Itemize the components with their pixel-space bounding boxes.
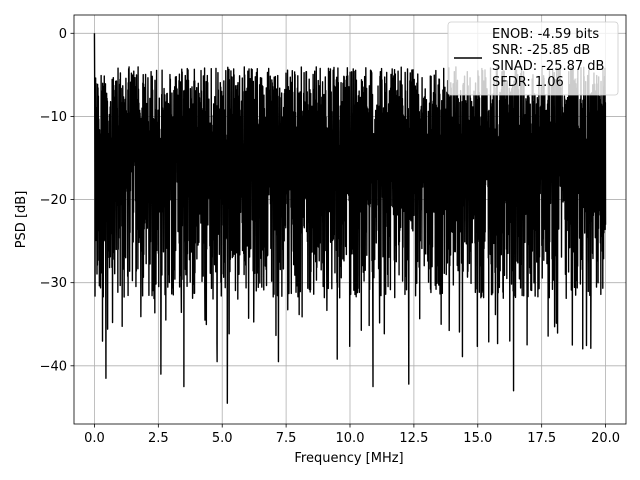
x-tick-label: 17.5 [527, 431, 556, 446]
x-tick-label: 20.0 [591, 431, 620, 446]
plot-area [93, 33, 607, 404]
legend-box [447, 21, 619, 96]
x-tick-label: 2.5 [148, 431, 169, 446]
x-axis-label: Frequency [MHz] [294, 451, 403, 466]
y-tick-label: −30 [40, 276, 67, 291]
legend-entry-sfdr: SFDR: 1.06 [492, 75, 564, 90]
legend-entry-sinad: SINAD: -25.87 dB [492, 59, 604, 74]
y-axis-label: PSD [dB] [14, 191, 29, 249]
x-tick-label: 7.5 [276, 431, 297, 446]
x-tick-label: 10.0 [336, 431, 365, 446]
series-layer [93, 33, 607, 404]
legend-entry-snr: SNR: -25.85 dB [492, 43, 590, 58]
x-tick-label: 12.5 [399, 431, 428, 446]
legend: ENOB: -4.59 bits SNR: -25.85 dB SINAD: -… [447, 21, 619, 96]
x-tick-label: 0.0 [84, 431, 105, 446]
y-tick-label: −20 [40, 193, 67, 208]
y-axis-ticks: 0 −10 −20 −30 −40 [40, 27, 74, 374]
x-tick-label: 5.0 [212, 431, 233, 446]
psd-series-line [93, 33, 607, 404]
y-tick-label: −10 [40, 110, 67, 125]
legend-entry-enob: ENOB: -4.59 bits [492, 27, 599, 42]
x-axis-ticks: 0.0 2.5 5.0 7.5 10.0 12.5 15.0 17.5 20.0 [84, 424, 620, 446]
y-tick-label: −40 [40, 359, 67, 374]
x-tick-label: 15.0 [463, 431, 492, 446]
y-tick-label: 0 [59, 27, 67, 42]
